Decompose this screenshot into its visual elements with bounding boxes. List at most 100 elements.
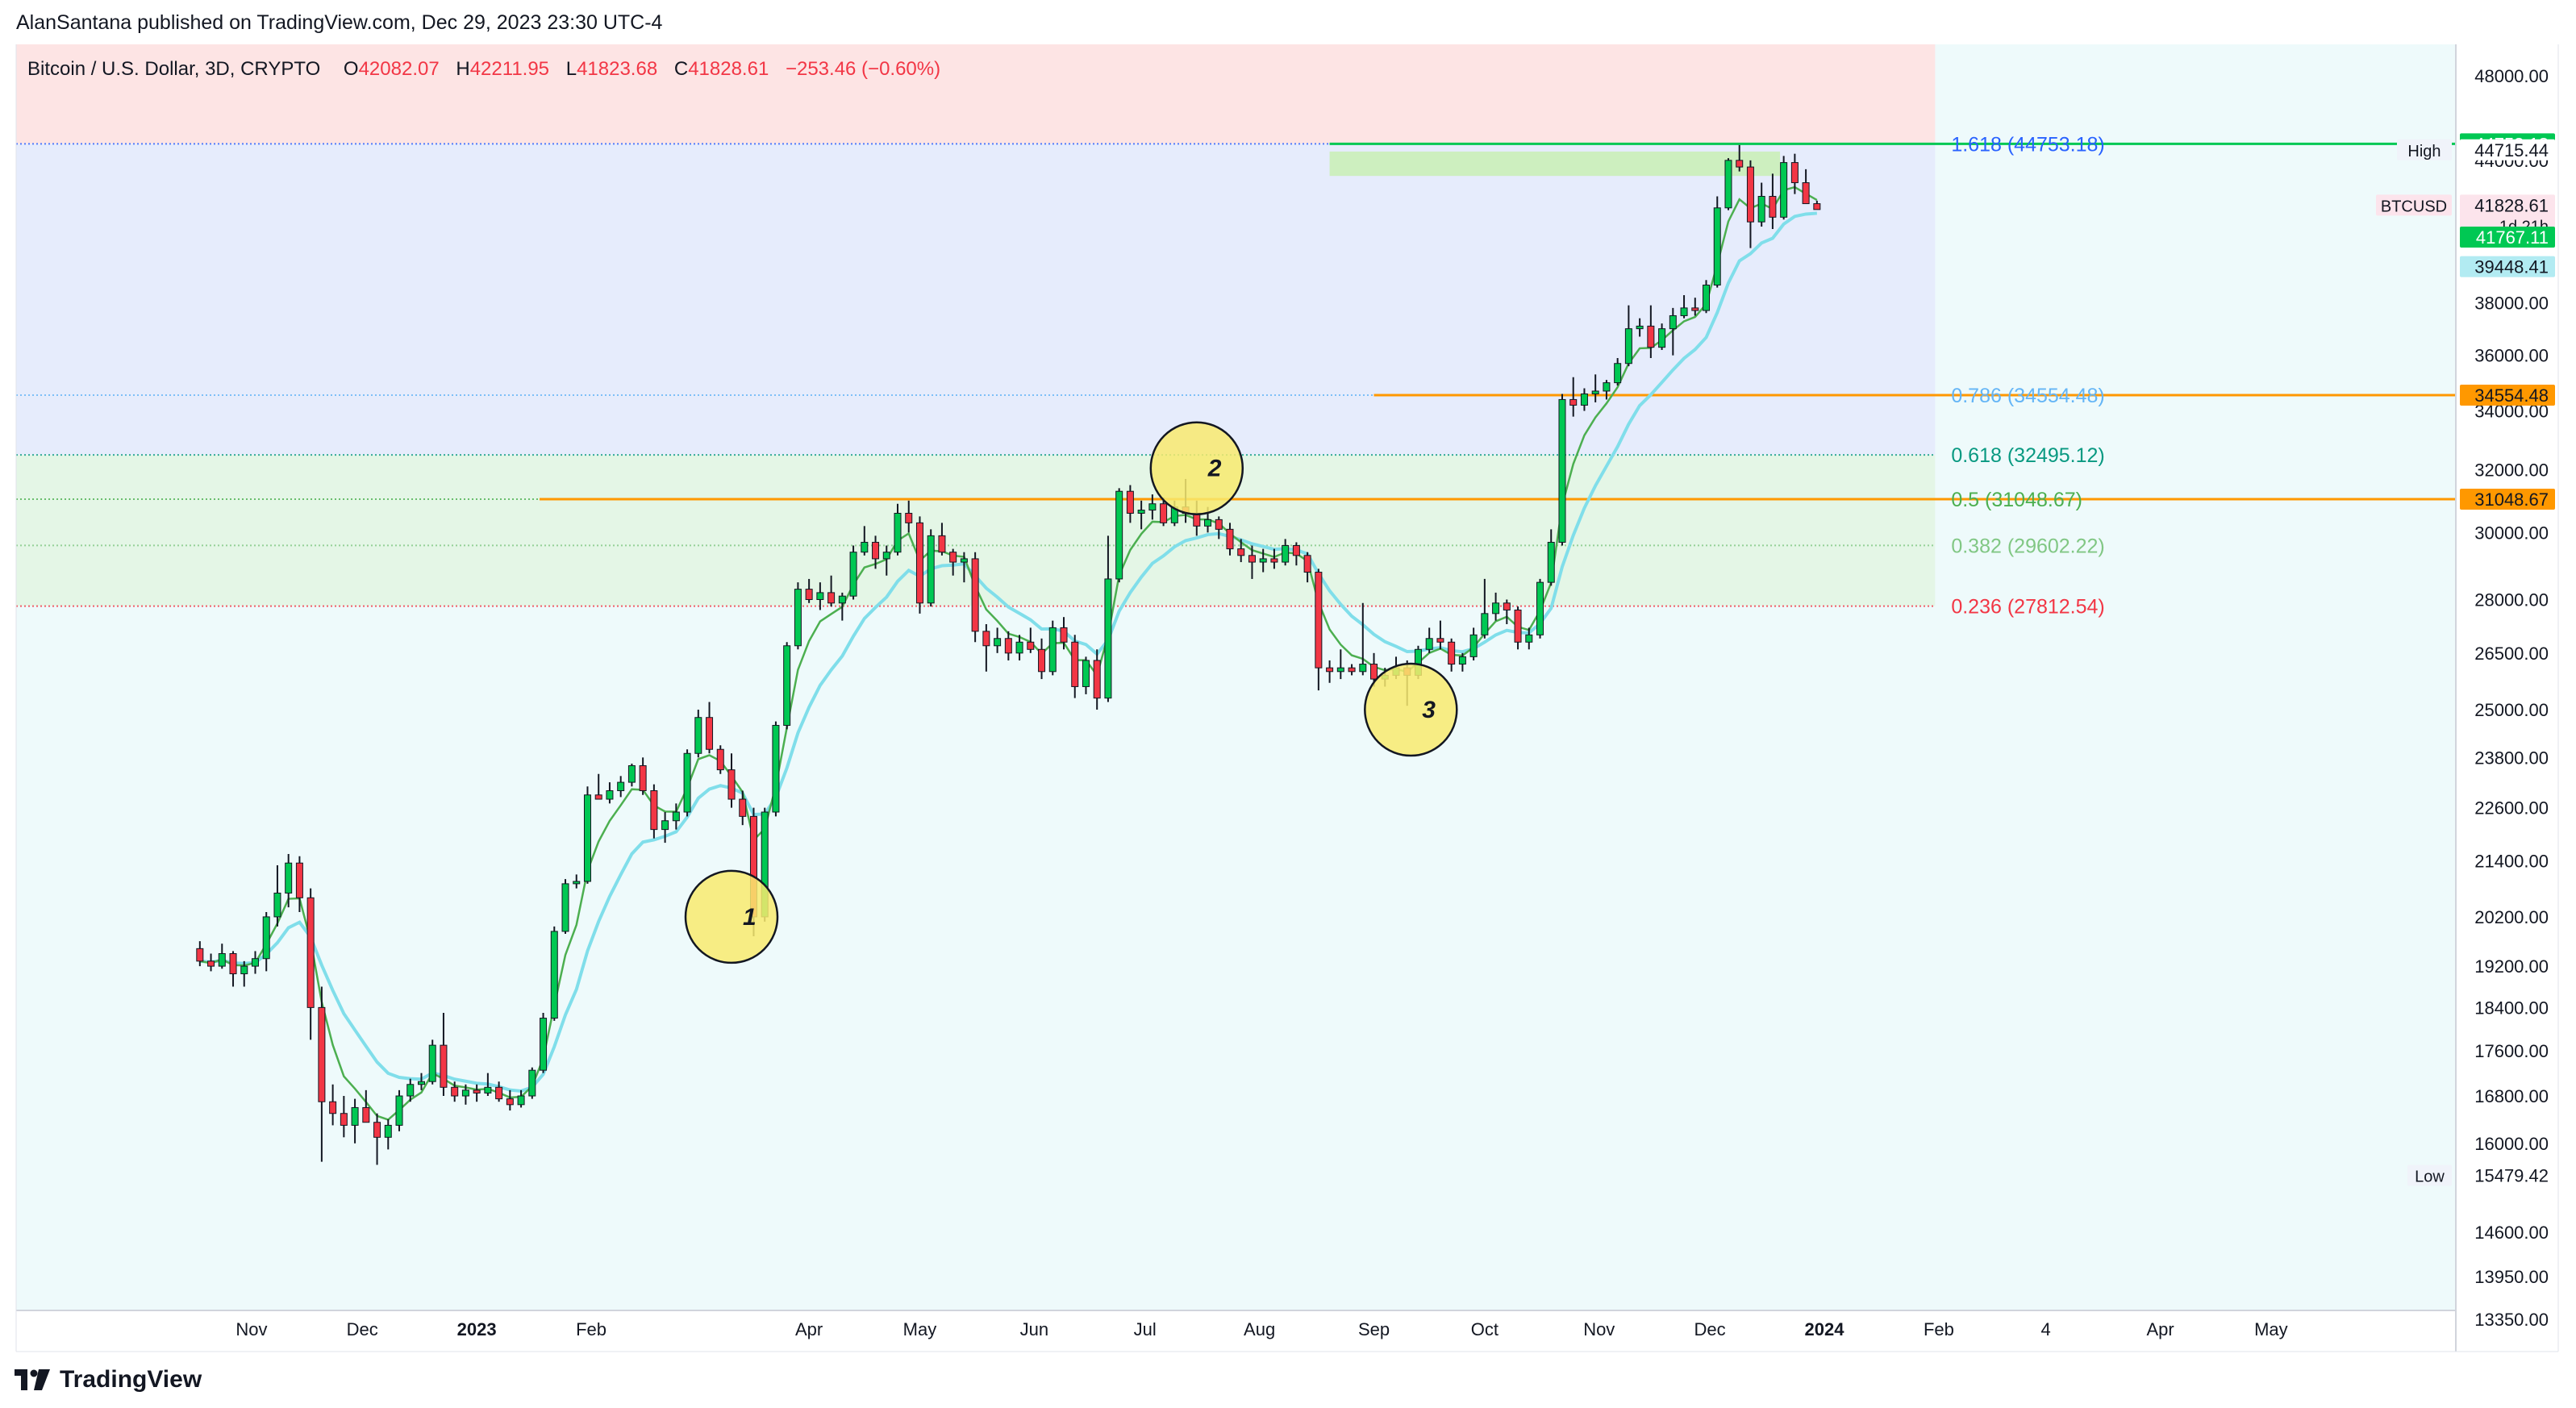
candle[interactable] [1326,660,1334,683]
candle[interactable] [1282,539,1290,566]
candle[interactable] [550,926,558,1021]
candle[interactable] [1148,494,1157,520]
candle[interactable] [1703,280,1711,314]
candle[interactable] [1104,535,1112,702]
candle[interactable] [1226,523,1234,556]
candle[interactable] [706,702,714,754]
candle[interactable] [240,960,248,987]
candle[interactable] [517,1089,525,1108]
candle[interactable] [594,773,602,800]
candle[interactable] [1348,664,1356,676]
candle[interactable] [1004,631,1012,660]
candle[interactable] [1813,200,1821,210]
candle[interactable] [694,710,702,758]
candle[interactable] [683,749,691,817]
candle[interactable] [1624,305,1632,367]
annotation-circle-2[interactable] [1149,421,1244,515]
candle[interactable] [1802,169,1810,205]
candle[interactable] [1270,548,1278,569]
candle[interactable] [1425,627,1433,653]
candle[interactable] [1525,627,1533,650]
candle[interactable] [406,1078,415,1102]
candle[interactable] [849,545,857,600]
candle[interactable] [1027,627,1035,653]
candle[interactable] [794,582,802,650]
candle[interactable] [739,790,747,826]
candle[interactable] [772,721,780,817]
candle[interactable] [273,865,281,927]
candle[interactable] [1160,497,1168,527]
candle[interactable] [971,552,979,643]
candle[interactable] [351,1098,359,1143]
candle[interactable] [1071,635,1079,698]
candle[interactable] [1769,173,1777,229]
candle[interactable] [1536,578,1544,639]
candle[interactable] [960,552,968,583]
candle[interactable] [1603,380,1611,400]
candle[interactable] [905,500,913,533]
candle[interactable] [949,548,957,576]
candle[interactable] [816,582,824,610]
candle[interactable] [528,1067,536,1099]
candle[interactable] [894,503,902,556]
candle[interactable] [1558,394,1566,546]
candle[interactable] [583,786,591,884]
candle[interactable] [783,642,791,730]
candle[interactable] [1647,305,1655,359]
candle[interactable] [473,1084,481,1102]
candle[interactable] [1736,144,1744,172]
candle[interactable] [1547,529,1555,586]
candle[interactable] [1436,620,1444,650]
candle[interactable] [1503,599,1511,624]
candle[interactable] [915,516,923,614]
candle[interactable] [1514,606,1522,650]
candle[interactable] [1680,295,1688,319]
candle[interactable] [716,745,724,774]
candle[interactable] [838,592,846,621]
candle[interactable] [606,782,614,804]
candle[interactable] [1082,656,1090,694]
candle[interactable] [805,578,813,603]
candle[interactable] [1248,545,1256,579]
annotation-circle-3[interactable] [1364,662,1458,757]
candle[interactable] [672,803,680,830]
candle[interactable] [1636,318,1644,337]
candle[interactable] [1048,620,1057,676]
candle[interactable] [196,941,204,967]
candle[interactable] [1569,377,1578,417]
candle[interactable] [1790,153,1799,194]
candle[interactable] [1115,488,1123,583]
candle[interactable] [727,753,736,808]
candle[interactable] [1724,158,1732,210]
candle[interactable] [1292,542,1300,566]
candle[interactable] [982,623,990,672]
candle[interactable] [882,545,890,576]
candle[interactable] [1481,578,1489,639]
candle[interactable] [461,1084,469,1105]
candle[interactable] [927,529,935,607]
candle[interactable] [639,757,647,795]
candle[interactable] [1126,485,1134,523]
candle[interactable] [561,879,569,934]
candle[interactable] [1746,160,1754,248]
candle[interactable] [1780,156,1788,220]
tradingview-logo[interactable]: TradingView [15,1366,202,1393]
candle[interactable] [495,1081,503,1102]
candle[interactable] [617,776,625,798]
candle[interactable] [1691,298,1699,316]
candle[interactable] [340,1096,348,1138]
candle[interactable] [1669,307,1677,356]
candle[interactable] [262,911,270,972]
candle[interactable] [1713,196,1721,288]
candle[interactable] [251,951,259,974]
candle[interactable] [440,1012,448,1097]
candle[interactable] [218,944,226,969]
candle[interactable] [827,575,836,607]
candle[interactable] [484,1073,492,1097]
candle[interactable] [362,1089,370,1123]
candle[interactable] [417,1073,425,1090]
candle[interactable] [1336,649,1344,680]
candle[interactable] [938,523,946,556]
candle[interactable] [1137,500,1145,530]
